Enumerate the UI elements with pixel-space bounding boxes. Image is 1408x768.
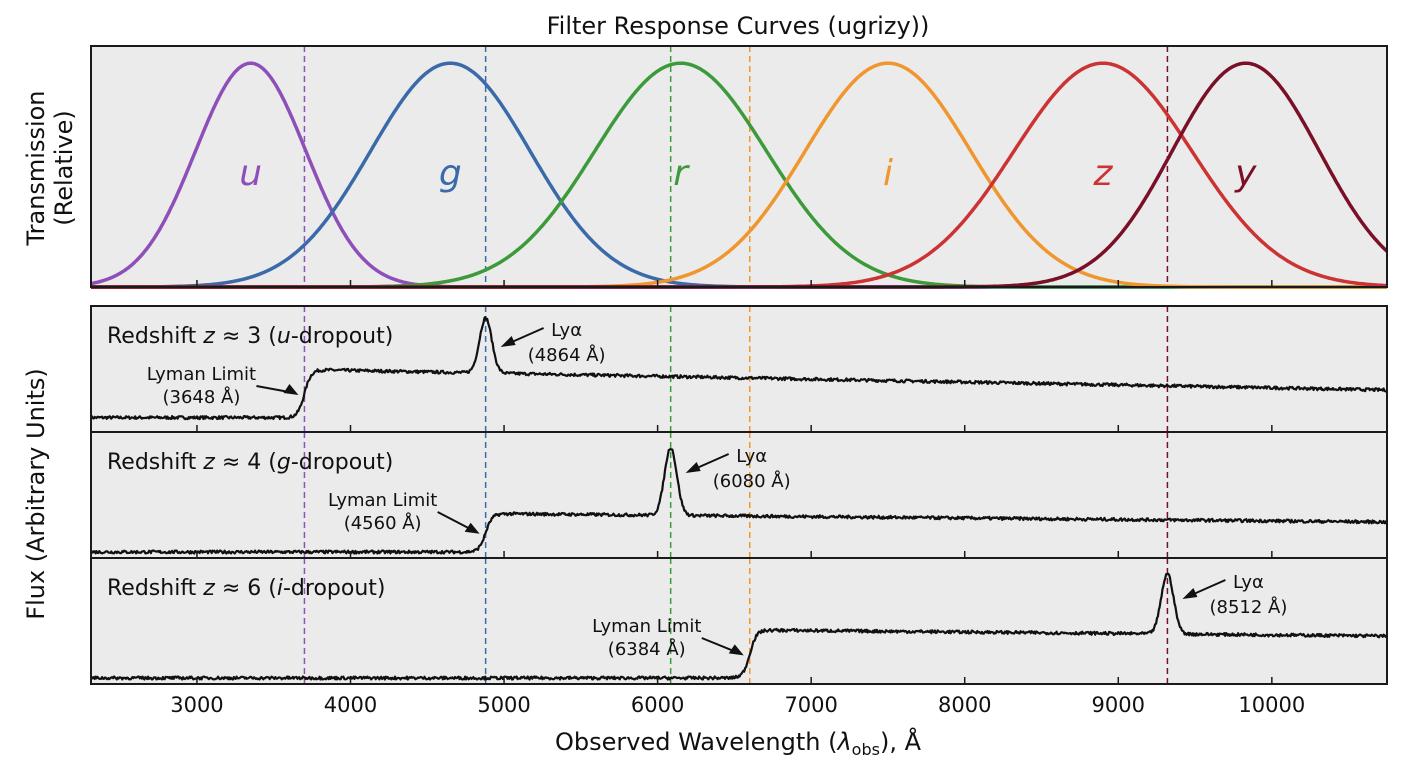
- filter-label-g: g: [439, 153, 462, 194]
- x-axis-label-tail: ), Å: [880, 727, 922, 756]
- lya-label: Lyα: [1233, 572, 1264, 593]
- filter-label-y: y: [1234, 153, 1257, 194]
- filter-label-r: r: [673, 153, 690, 194]
- spectrum-label-part: ≈ 6 (: [215, 576, 277, 601]
- lya-value: (8512 Å): [1209, 596, 1287, 618]
- top-x-ticks: [196, 280, 1273, 287]
- top-panel-background: [91, 46, 1387, 287]
- spectrum-label-part: z: [202, 576, 215, 601]
- x-tick-labels: 3000 4000 5000 6000 7000 8000 9000 10000: [170, 693, 1305, 717]
- x-tick-label: 8000: [938, 693, 991, 717]
- spectrum-label-part: Redshift: [107, 450, 203, 475]
- filter-label-i: i: [883, 153, 893, 194]
- top-panel-frame: [90, 45, 1388, 288]
- lya-arrow-shaft: [694, 453, 730, 470]
- bottom-ylabel: Flux (Arbitrary Units): [22, 368, 50, 619]
- spectrum-label-part: z: [202, 450, 215, 475]
- lyman-arrow-head: [283, 384, 299, 395]
- top-ylabel-line2: (Relative): [50, 110, 78, 226]
- x-tick-label: 5000: [477, 693, 530, 717]
- x-axis-label-main: Observed Wavelength (: [555, 728, 837, 756]
- x-tick-label: 7000: [784, 693, 837, 717]
- spectrum-label-part: Redshift: [107, 324, 203, 349]
- spectrum-label-part: i: [277, 576, 283, 601]
- filter-label-u: u: [239, 153, 262, 194]
- lyman-arrow-head: [728, 644, 744, 656]
- spectrum-line: [90, 572, 1388, 681]
- top-ylabel-line1: Transmission: [22, 90, 50, 246]
- lyman-limit-label: Lyman Limit: [147, 364, 256, 385]
- spectrum-panel-background: [91, 432, 1387, 558]
- spectrum-panel-background: [91, 306, 1387, 432]
- spectrum-panel-2: Redshift z ≈ 4 (g-dropout) Lyman Limit(45…: [90, 431, 1388, 559]
- x-tick-label: 10000: [1238, 693, 1305, 717]
- spectrum-line: [89, 315, 1387, 421]
- spectrum-panel-label: Redshift z ≈ 3 (u-dropout): [107, 324, 393, 349]
- lya-value: (4864 Å): [528, 344, 606, 366]
- lya-arrow-shaft: [509, 327, 545, 344]
- spectrum-line: [90, 447, 1388, 555]
- spectrum-label-part: z: [202, 324, 215, 349]
- spectrum-label-part: -dropout): [283, 576, 386, 601]
- spectrum-label-part: Redshift: [107, 576, 203, 601]
- spectrum-label-part: -dropout): [291, 450, 394, 475]
- spectrum-label-part: g: [277, 450, 291, 475]
- filter-response-panel: u g r i z y Transmission (Relative): [22, 45, 1389, 289]
- filter-label-z: z: [1092, 153, 1113, 194]
- spectrum-label-part: u: [277, 324, 291, 349]
- x-tick-label: 6000: [631, 693, 684, 717]
- spectrum-panel-3: Redshift z ≈ 6 (i-dropout) Lyman Limit(63…: [90, 557, 1388, 685]
- spectrum-label-part: ≈ 4 (: [215, 450, 277, 475]
- x-axis-label: Observed Wavelength (λobs), Å: [555, 727, 922, 759]
- lya-arrow-shaft: [1191, 579, 1226, 596]
- x-axis-label-lambda: λ: [835, 728, 851, 756]
- spectrum-panel-frame: [90, 557, 1388, 685]
- lya-label: Lyα: [551, 320, 582, 341]
- lyman-limit-label: Lyman Limit: [328, 490, 437, 511]
- lyman-limit-label: Lyman Limit: [592, 616, 701, 637]
- lya-label: Lyα: [736, 446, 767, 467]
- chart-title: Filter Response Curves (ugrizy)): [547, 12, 930, 40]
- lyman-limit-value: (3648 Å): [162, 386, 240, 408]
- spectrum-label-part: -dropout): [291, 324, 394, 349]
- spectrum-panel-label: Redshift z ≈ 6 (i-dropout): [107, 576, 386, 601]
- lya-value: (6080 Å): [713, 470, 791, 492]
- lyman-limit-value: (4560 Å): [344, 512, 422, 534]
- x-tick-label: 4000: [324, 693, 377, 717]
- lya-arrow-head: [1182, 588, 1198, 599]
- spectrum-panel-label: Redshift z ≈ 4 (g-dropout): [107, 450, 393, 475]
- lyman-arrow-head: [464, 522, 480, 534]
- lya-arrow-head: [685, 462, 701, 473]
- x-tick-label: 9000: [1092, 693, 1145, 717]
- lyman-limit-value: (6384 Å): [608, 638, 686, 660]
- x-tick-label: 3000: [170, 693, 223, 717]
- lya-arrow-head: [500, 336, 516, 347]
- spectra-panels: Redshift z ≈ 3 (u-dropout)Lyman Limit(36…: [89, 305, 1388, 685]
- x-axis-label-sub: obs: [852, 740, 880, 759]
- spectrum-label-part: ≈ 3 (: [215, 324, 277, 349]
- spectrum-panel-1: Redshift z ≈ 3 (u-dropout) Lyman Limit(36…: [89, 305, 1388, 433]
